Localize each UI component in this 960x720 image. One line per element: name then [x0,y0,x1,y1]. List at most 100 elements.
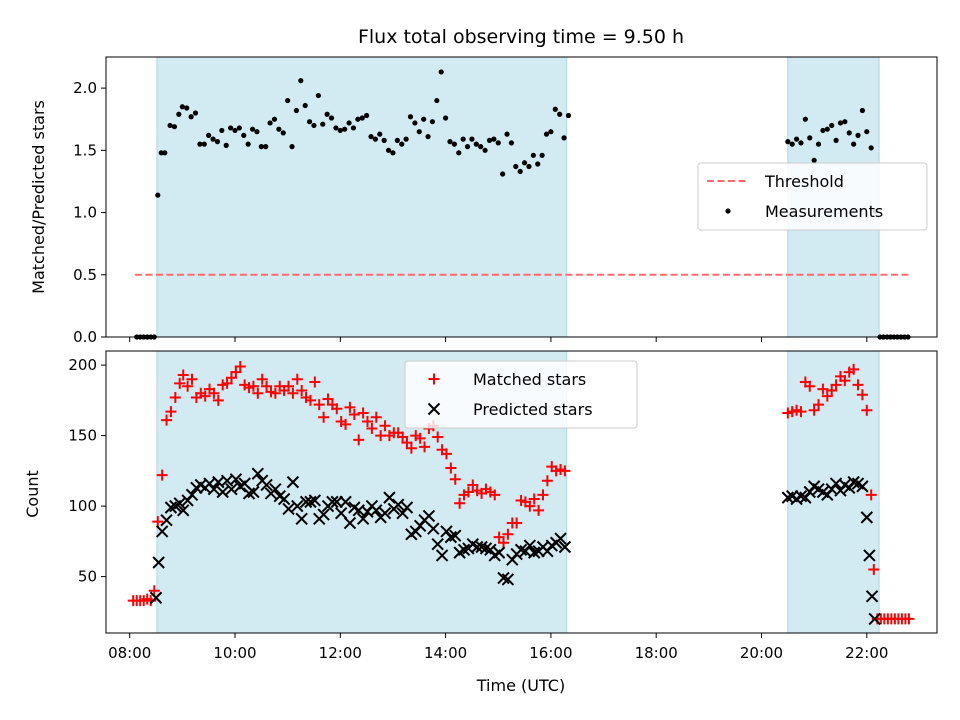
measurement-point [184,105,190,111]
measurement-point [508,140,515,146]
predicted-star-point [528,546,541,559]
matched-star-point [366,423,378,435]
matched-star-point [432,431,444,443]
legend-measurements-label: Measurements [765,202,883,221]
measurement-point [328,115,335,121]
measurement-point [364,112,370,119]
matched-star-point [169,392,181,404]
bottom-x-tick-label: 16:00 [529,644,572,662]
measurement-point [820,127,826,134]
measurement-point [210,136,216,142]
measurement-point [298,78,304,84]
bottom-x-tick-label: 18:00 [635,644,678,662]
measurement-point [793,136,800,142]
bottom-x-axis-label: Time (UTC) [476,676,565,695]
bottom-y-tick-label: 200 [68,356,97,374]
measurement-point [254,129,260,135]
measurement-point [171,124,178,130]
predicted-star-point [457,543,471,557]
predicted-star-point [185,488,199,502]
measurement-point [486,137,493,143]
measurement-point [526,163,532,170]
matched-star-point [804,380,816,392]
measurement-point [798,140,804,146]
bottom-legend-box [404,360,638,429]
predicted-star-point [501,573,515,586]
matched-star-point [230,366,242,378]
bottom-x-tick-label: 20:00 [740,644,783,662]
measurement-point [561,135,567,141]
measurement-point [837,120,844,126]
matched-star-point [370,411,382,423]
matched-star-point [296,384,308,396]
predicted-star-point [317,508,330,521]
matched-star-point [221,377,233,389]
matched-star-point [287,387,299,399]
measurement-point [399,141,405,147]
measurement-point [271,116,278,122]
measurement-point [815,141,822,147]
bottom-x-tick-label: 22:00 [845,644,888,662]
measurement-point [232,127,238,134]
measurement-point [473,141,479,147]
matched-star-point [208,387,220,399]
top-legend: Threshold Measurements [697,162,928,231]
predicted-star-point [475,540,488,554]
top-y-tick-label: 2.0 [73,79,97,97]
top-panel: 0.00.51.01.52.0 Matched/Predicted stars … [29,56,938,346]
measurement-point [241,132,247,138]
matched-star-point [165,406,177,418]
measurement-point [513,163,519,170]
measurement-point [447,139,453,145]
matched-star-point [182,380,194,392]
legend-threshold-label: Threshold [764,172,844,191]
predicted-star-point [356,512,370,525]
measurement-point [355,116,361,122]
predicted-star-point [173,497,186,510]
matched-star-point [304,394,316,406]
measurement-point [293,107,300,114]
legend-predicted-label: Predicted stars [473,400,593,419]
predicted-star-point [295,512,308,525]
predicted-star-point [554,532,567,545]
matched-star-point [813,399,825,411]
matched-star-point [212,394,224,406]
matched-star-point [861,404,873,416]
predicted-star-point [497,571,510,585]
matched-star-point [817,383,829,395]
measurement-point [377,131,383,137]
measurement-point [807,135,813,141]
predicted-star-point [492,546,506,559]
matched-star-point [318,411,330,423]
predicted-star-point [229,473,243,486]
measurement-point [438,69,444,75]
predicted-star-point [794,490,808,503]
matched-star-point [419,441,431,453]
predicted-star-point [160,513,173,527]
measurement-point [302,102,308,109]
measurement-point [333,125,339,131]
predicted-star-point [370,504,383,517]
measurement-point [228,125,234,131]
matched-star-point [152,516,164,528]
measurement-point [167,122,173,129]
matched-star-point [502,528,514,540]
measurement-point [381,137,387,143]
measurement-point [855,132,861,138]
legend-matched-label: Matched stars [473,370,586,389]
matched-star-point [405,442,417,454]
matched-star-point [489,489,501,501]
predicted-star-point [479,542,493,555]
measurement-point [429,119,436,125]
measurement-point [385,147,392,153]
predicted-star-point [242,487,256,500]
bottom-x-tick-label: 08:00 [108,644,151,662]
predicted-star-point [435,549,449,562]
measurement-point [311,122,317,129]
predicted-star-point [392,498,405,511]
predicted-star-point [326,495,339,509]
matched-star-point [344,401,356,413]
matched-star-point [467,479,479,491]
matched-star-point [528,493,540,505]
measurement-point [306,119,313,125]
